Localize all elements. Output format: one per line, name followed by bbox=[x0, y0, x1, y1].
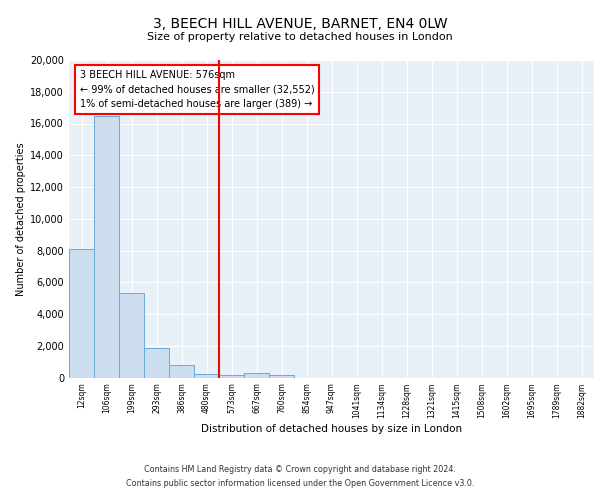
Text: 3 BEECH HILL AVENUE: 576sqm
← 99% of detached houses are smaller (32,552)
1% of : 3 BEECH HILL AVENUE: 576sqm ← 99% of det… bbox=[79, 70, 314, 109]
Text: 3, BEECH HILL AVENUE, BARNET, EN4 0LW: 3, BEECH HILL AVENUE, BARNET, EN4 0LW bbox=[152, 18, 448, 32]
Bar bbox=[269, 375, 294, 378]
Bar bbox=[119, 294, 144, 378]
Bar bbox=[219, 375, 244, 378]
Bar bbox=[194, 374, 219, 378]
Bar bbox=[144, 348, 169, 378]
Bar bbox=[169, 365, 194, 378]
Bar bbox=[94, 116, 119, 378]
Y-axis label: Number of detached properties: Number of detached properties bbox=[16, 142, 26, 296]
Text: Size of property relative to detached houses in London: Size of property relative to detached ho… bbox=[147, 32, 453, 42]
Bar bbox=[244, 372, 269, 378]
Bar bbox=[69, 249, 94, 378]
Text: Contains HM Land Registry data © Crown copyright and database right 2024.
Contai: Contains HM Land Registry data © Crown c… bbox=[126, 466, 474, 487]
X-axis label: Distribution of detached houses by size in London: Distribution of detached houses by size … bbox=[201, 424, 462, 434]
